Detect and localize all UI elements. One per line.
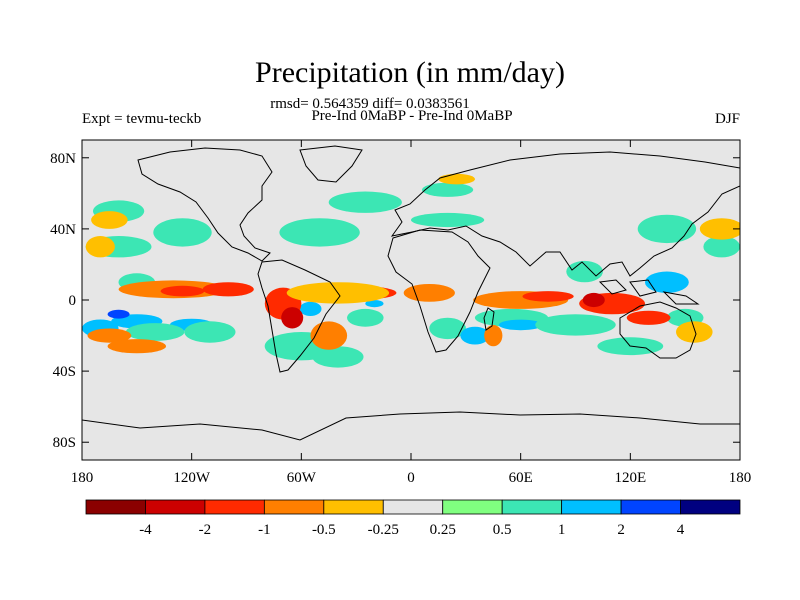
coast-europe-asia <box>390 151 740 277</box>
colorbar-swatch-2 <box>145 499 206 515</box>
x-tick-label-3: 0 <box>407 470 415 486</box>
anomaly-patch-21 <box>153 218 212 247</box>
stats-text: rmsd= 0.564359 diff= 0.0383561 <box>270 96 470 112</box>
anomaly-layer <box>82 173 740 368</box>
coast-north-america <box>137 147 273 262</box>
y-axis: 80N 40N 0 40S 80S <box>50 151 740 451</box>
coast-madagascar <box>483 307 495 331</box>
anomaly-patch-27 <box>566 260 603 283</box>
x-tick-label-2: 60W <box>287 470 317 486</box>
x-tick-label-0: 180 <box>71 470 94 486</box>
colorbar-swatch-10 <box>620 499 681 515</box>
anomaly-patch-33 <box>160 285 205 297</box>
anomaly-patch-45 <box>484 324 503 347</box>
anomaly-patch-29 <box>703 236 740 258</box>
coast-south-america <box>257 259 341 373</box>
anomaly-patch-14 <box>498 319 543 331</box>
colorbar-swatch-8 <box>501 499 563 515</box>
anomaly-patch-43 <box>582 292 605 308</box>
colorbar-label-9: 2 <box>617 522 625 538</box>
anomaly-patch-41 <box>522 291 574 302</box>
anomaly-patch-51 <box>91 211 128 229</box>
anomaly-patch-2 <box>107 309 130 319</box>
colorbar-label-8: 1 <box>558 522 566 538</box>
anomaly-patch-32 <box>202 282 254 297</box>
anomaly-patch-11 <box>365 300 384 308</box>
anomaly-patch-44 <box>626 310 671 325</box>
anomaly-patch-36 <box>310 321 348 350</box>
anomaly-patch-46 <box>87 328 132 343</box>
colorbar-label-6: 0.25 <box>430 522 456 538</box>
y-tick-label-1: 40N <box>50 222 76 238</box>
x-tick-label-1: 120W <box>173 470 211 486</box>
colorbar-swatch-3 <box>204 499 265 515</box>
map-panel: 180 120W 60W 0 60E 120E 180 80N 40N 0 40S 80S <box>50 139 752 486</box>
colorbar-label-3: -1 <box>258 522 271 538</box>
anomaly-patch-9 <box>347 308 384 327</box>
anomaly-patch-25 <box>637 214 697 244</box>
colorbar-swatch-7 <box>442 499 503 515</box>
x-axis: 180 120W 60W 0 60E 120E 180 <box>71 140 752 486</box>
experiment-label: Expt = tevmu-teckb <box>82 111 201 127</box>
colorbar-swatch-11 <box>680 499 741 515</box>
anomaly-patch-30 <box>422 182 474 197</box>
anomaly-patch-35 <box>281 307 304 329</box>
anomaly-patch-12 <box>429 317 466 340</box>
y-tick-label-3: 40S <box>53 364 76 380</box>
anomaly-patch-8 <box>312 346 364 368</box>
season-label: DJF <box>715 111 740 127</box>
coast-antarctica <box>82 411 740 441</box>
colorbar-label-10: 4 <box>677 522 685 538</box>
colorbar-swatch-1 <box>85 499 146 515</box>
colorbar-label-4: -0.5 <box>312 522 336 538</box>
y-tick-label-4: 80S <box>53 435 76 451</box>
anomaly-patch-52 <box>676 321 713 343</box>
colorbar: -4 -2 -1 -0.5 -0.25 0.25 0.5 1 2 4 <box>85 499 741 538</box>
colorbar-swatch-4 <box>263 499 325 515</box>
y-tick-label-2: 0 <box>69 293 77 309</box>
coast-africa <box>387 229 491 353</box>
colorbar-swatch-6 <box>382 499 444 515</box>
anomaly-patch-48 <box>85 236 115 258</box>
chart-title: Precipitation (in mm/day) <box>255 56 565 89</box>
anomaly-patch-26 <box>645 271 689 293</box>
colorbar-swatch-9 <box>561 499 622 515</box>
coastlines <box>82 145 740 441</box>
colorbar-label-5: -0.25 <box>368 522 399 538</box>
anomaly-patch-5 <box>184 321 236 343</box>
period-label: Pre-Ind 0MaBP - Pre-Ind 0MaBP <box>311 108 512 124</box>
anomaly-patch-15 <box>460 326 490 345</box>
x-tick-label-5: 120E <box>614 470 646 486</box>
anomaly-patch-49 <box>699 218 740 240</box>
colorbar-swatch-5 <box>323 499 384 515</box>
x-tick-label-4: 60E <box>509 470 533 486</box>
anomaly-patch-10 <box>299 301 322 316</box>
y-tick-label-0: 80N <box>50 151 76 167</box>
anomaly-patch-50 <box>438 173 476 185</box>
anomaly-patch-22 <box>279 218 360 247</box>
x-tick-label-6: 180 <box>729 470 752 486</box>
coast-greenland <box>299 145 363 183</box>
anomaly-patch-16 <box>535 314 616 336</box>
anomaly-patch-6 <box>125 323 185 341</box>
anomaly-patch-23 <box>328 191 402 213</box>
colorbar-label-1: -4 <box>139 522 152 538</box>
anomaly-patch-28 <box>411 212 485 228</box>
anomaly-patch-47 <box>107 339 166 354</box>
anomaly-patch-38 <box>403 284 455 302</box>
coast-australia <box>619 301 697 359</box>
colorbar-label-7: 0.5 <box>493 522 512 538</box>
colorbar-label-2: -2 <box>199 522 212 538</box>
coast-maritime-continent <box>598 279 700 305</box>
